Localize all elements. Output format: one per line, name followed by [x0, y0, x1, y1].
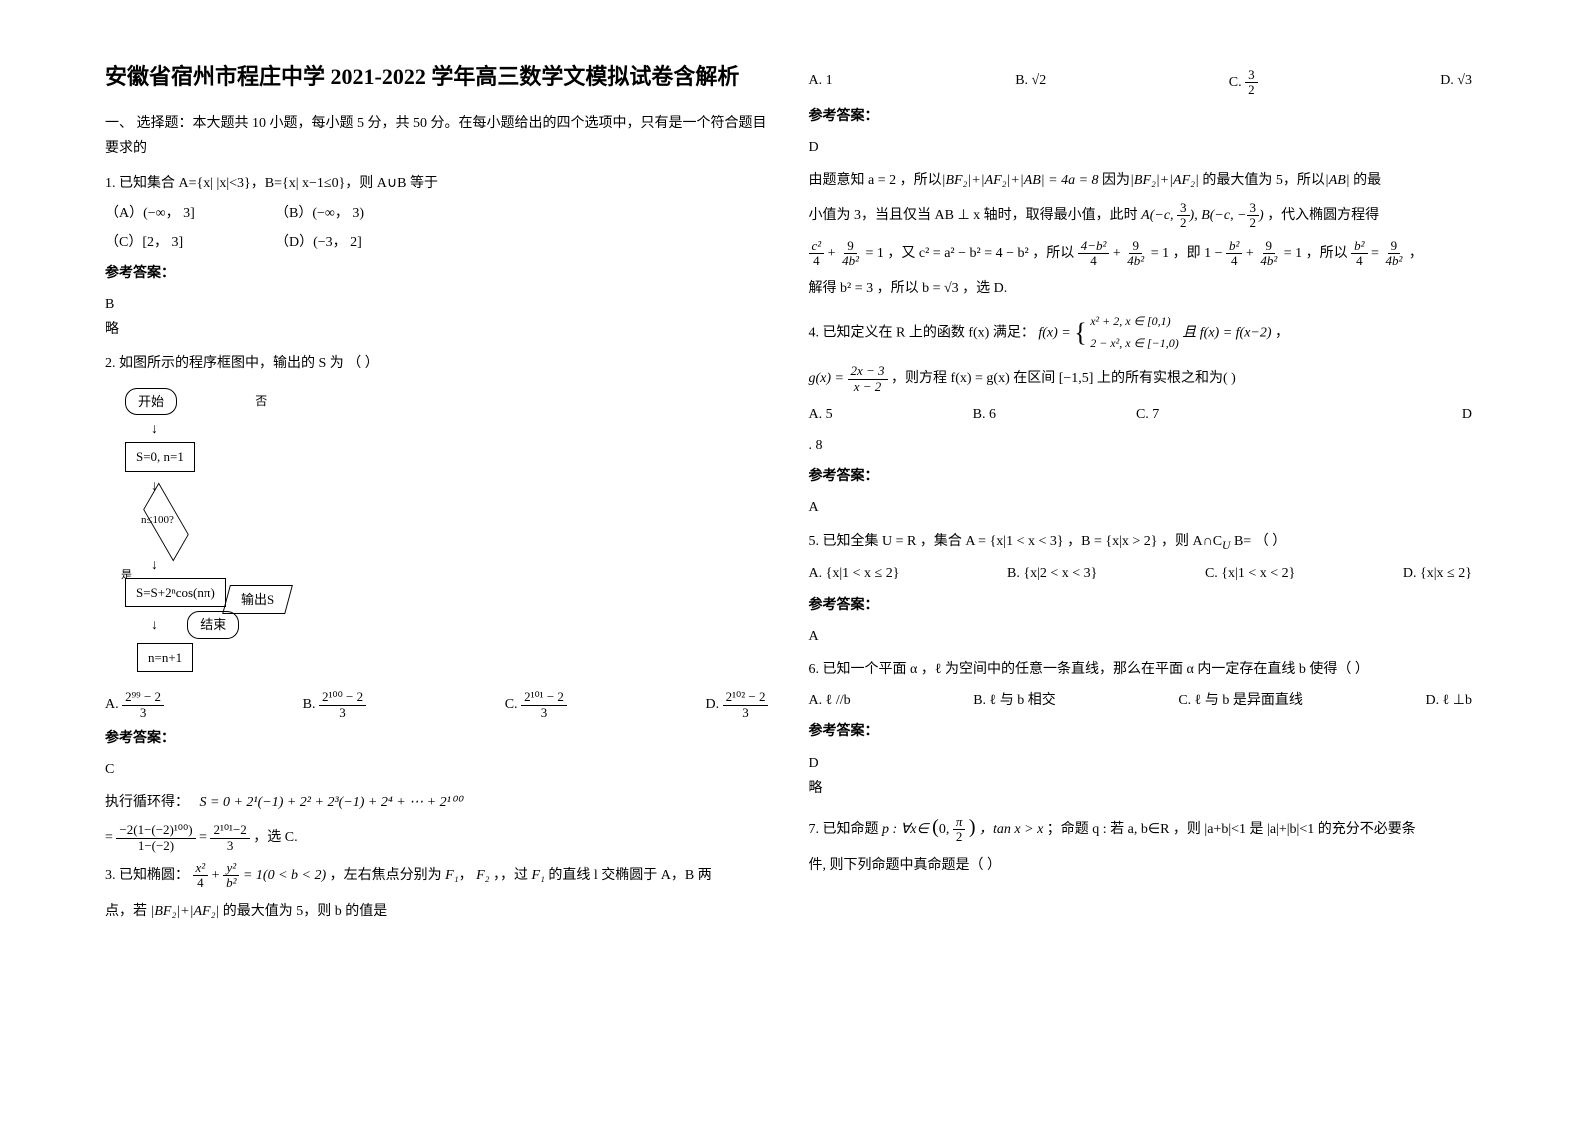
- question-5: 5. 已知全集 U = R ，集合 A = {x|1 < x < 3} ，B =…: [809, 529, 1483, 649]
- q2-options: A. 2⁹⁹ − 23 B. 2¹⁰⁰ − 23 C. 2¹⁰¹ − 23 D.…: [105, 690, 769, 720]
- q4-opt-b: B. 6: [973, 402, 996, 427]
- q6-opt-d: D. ℓ ⊥b: [1425, 688, 1472, 713]
- q3-answer: D: [809, 135, 1483, 160]
- q1-opt-c: （C）[2， 3]: [105, 230, 245, 255]
- q5-answer-label: 参考答案：: [809, 593, 1483, 618]
- flow-output: 输出S: [222, 585, 293, 614]
- q1-opt-d: （D）(−3， 2]: [275, 230, 415, 255]
- q5-opt-d: D. {x|x ≤ 2}: [1403, 561, 1472, 586]
- q1-opt-a: （A）(−∞， 3]: [105, 201, 245, 226]
- section-1-header: 一、 选择题：本大题共 10 小题，每小题 5 分，共 50 分。在每小题给出的…: [105, 111, 779, 161]
- q6-answer: D: [809, 751, 1483, 776]
- q2-answer-label: 参考答案：: [105, 726, 779, 751]
- q4-opt-a: A. 5: [809, 402, 833, 427]
- left-column: 安徽省宿州市程庄中学 2021-2022 学年高三数学文模拟试卷含解析 一、 选…: [90, 60, 794, 1082]
- q6-stem: 6. 已知一个平面 α ，ℓ 为空间中的任意一条直线，那么在平面 α 内一定存在…: [809, 657, 1483, 682]
- q3-answer-label: 参考答案：: [809, 104, 1483, 129]
- flowchart: 开始 ↓ S=0, n=1 ↓ n≤100? 否 是 ↓ 输出S S=S+2ⁿc…: [125, 386, 239, 675]
- q1-opt-b: （B）(−∞， 3): [275, 201, 415, 226]
- q4-opt-d: D: [1462, 402, 1472, 427]
- exam-title: 安徽省宿州市程庄中学 2021-2022 学年高三数学文模拟试卷含解析: [105, 60, 779, 93]
- q1-stem: 1. 已知集合 A={x| |x|<3}，B={x| x−1≤0}，则 A∪B …: [105, 171, 779, 196]
- q3-opt-a: A. 1: [809, 68, 833, 98]
- q3-opt-c: C. 32: [1229, 68, 1258, 98]
- q2-opt-b: B. 2¹⁰⁰ − 23: [303, 690, 367, 720]
- q3-expl-1: 由题意知 a = 2 ，所以|BF₂|+|AF₂|+|AB| = 4a = 8 …: [809, 168, 1483, 193]
- question-3-continued: A. 1 B. √2 C. 32 D. √3 参考答案： D 由题意知 a = …: [809, 68, 1483, 302]
- q4-opt-d2: . 8: [809, 433, 1483, 458]
- flow-yes: 是: [121, 566, 132, 586]
- q2-explanation-2: = −2(1−(−2)¹⁰⁰)1−(−2) = 2¹⁰¹−23 ，选 C.: [105, 823, 779, 853]
- question-4: 4. 已知定义在 R 上的函数 f(x) 满足： f(x) = { x² + 2…: [809, 310, 1483, 521]
- right-column: A. 1 B. √2 C. 32 D. √3 参考答案： D 由题意知 a = …: [794, 60, 1498, 1082]
- q3-opt-d: D. √3: [1440, 68, 1472, 98]
- q4-answer-label: 参考答案：: [809, 464, 1483, 489]
- q5-opt-a: A. {x|1 < x ≤ 2}: [809, 561, 900, 586]
- flow-end: 结束: [187, 611, 239, 638]
- q3-opt-b: B. √2: [1015, 68, 1046, 98]
- q2-opt-d: D. 2¹⁰² − 23: [706, 690, 769, 720]
- q3-expl-2: 小值为 3，当且仅当 AB ⊥ x 轴时，取得最小值，此时 A(−c, 32),…: [809, 201, 1483, 231]
- q2-opt-c: C. 2¹⁰¹ − 23: [505, 690, 567, 720]
- q4-opt-c: C. 7: [1136, 402, 1159, 427]
- flow-cond: n≤100?: [125, 501, 205, 541]
- flow-body: S=S+2ⁿcos(nπ): [125, 578, 226, 607]
- q3-expl-3: c²4 + 94b² = 1 ，又 c² = a² − b² = 4 − b² …: [809, 239, 1483, 269]
- q2-stem: 2. 如图所示的程序框图中，输出的 S 为 （ ）: [105, 351, 779, 376]
- q2-answer: C: [105, 757, 779, 782]
- question-6: 6. 已知一个平面 α ，ℓ 为空间中的任意一条直线，那么在平面 α 内一定存在…: [809, 657, 1483, 801]
- q6-opt-a: A. ℓ //b: [809, 688, 851, 713]
- flow-inc: n=n+1: [137, 643, 193, 672]
- question-1: 1. 已知集合 A={x| |x|<3}，B={x| x−1≤0}，则 A∪B …: [105, 171, 779, 342]
- q3-expl-4: 解得 b² = 3 ，所以 b = √3 ，选 D.: [809, 276, 1483, 301]
- q5-opt-c: C. {x|1 < x < 2}: [1205, 561, 1295, 586]
- q2-opt-a: A. 2⁹⁹ − 23: [105, 690, 164, 720]
- flow-init: S=0, n=1: [125, 442, 195, 471]
- question-7: 7. 已知命题 p : ∀x∈ ((0, 0, π2 ) ，tan x > x …: [809, 809, 1483, 878]
- q2-explanation-1: 执行循环得： S = 0 + 2¹(−1) + 2² + 2³(−1) + 2⁴…: [105, 790, 779, 815]
- question-3-stem: 3. 已知椭圆： x²4 + y²b² = 1(0 < b < 2) ，左右焦点…: [105, 861, 779, 924]
- q1-note: 略: [105, 317, 779, 342]
- q6-note: 略: [809, 776, 1483, 801]
- q1-answer-label: 参考答案：: [105, 261, 779, 286]
- question-2: 2. 如图所示的程序框图中，输出的 S 为 （ ） 开始 ↓ S=0, n=1 …: [105, 351, 779, 853]
- q6-opt-b: B. ℓ 与 b 相交: [973, 688, 1056, 713]
- flow-start: 开始: [125, 388, 177, 415]
- q6-answer-label: 参考答案：: [809, 719, 1483, 744]
- q5-opt-b: B. {x|2 < x < 3}: [1007, 561, 1097, 586]
- flow-no: 否: [255, 391, 267, 413]
- q1-answer: B: [105, 292, 779, 317]
- q6-opt-c: C. ℓ 与 b 是异面直线: [1178, 688, 1303, 713]
- q5-answer: A: [809, 624, 1483, 649]
- q4-answer: A: [809, 495, 1483, 520]
